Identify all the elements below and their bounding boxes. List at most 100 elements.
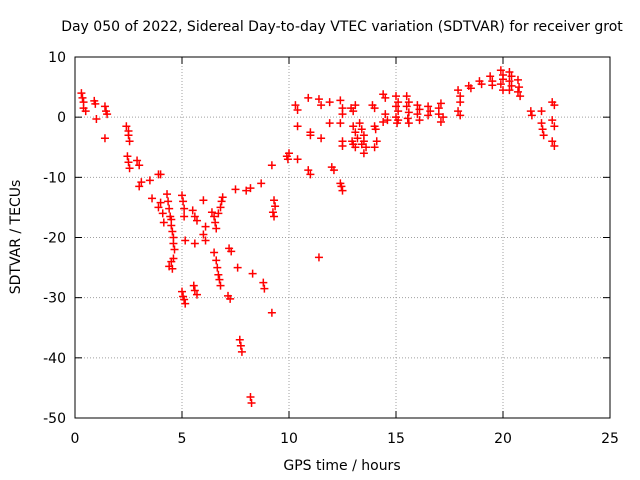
data-point [199,230,208,239]
data-point [537,119,546,128]
data-point [283,155,292,164]
data-point [285,149,293,158]
data-point [306,131,315,140]
data-point [349,107,358,116]
data-point [103,110,112,119]
data-point [201,236,210,245]
data-point [231,185,240,194]
data-point [336,96,345,105]
data-point [351,101,360,110]
data-point [169,254,178,263]
data-point [236,341,245,350]
data-point [394,98,403,107]
data-point [486,72,495,81]
data-point [178,191,186,200]
data-point [213,263,222,272]
data-point [539,131,548,140]
data-point [537,107,546,116]
data-point [329,166,338,175]
data-point [154,203,163,212]
data-point [159,218,168,227]
data-point [477,80,486,89]
data-point [351,128,360,137]
y-tick-label: -10 [43,170,66,186]
data-point [383,116,392,125]
data-point [392,102,400,111]
data-point [135,182,144,191]
data-point [538,125,547,134]
data-point [100,134,109,143]
data-point [548,116,557,125]
data-point [180,212,189,221]
data-point [267,161,276,170]
data-point [167,221,176,230]
data-point [413,110,422,119]
data-point [201,222,210,231]
data-point [242,186,251,195]
data-point [291,101,300,110]
data-point [325,119,334,128]
data-point [351,143,360,152]
data-point [436,99,445,108]
data-point [454,86,463,95]
data-point [125,164,134,173]
y-tick-label: -50 [43,411,66,427]
data-point [527,111,536,120]
data-point [212,224,221,233]
data-point [436,117,445,126]
data-point [337,182,346,191]
data-point [550,101,559,110]
data-point [247,398,256,407]
data-point [226,294,235,303]
data-point [466,84,475,93]
data-point [199,196,208,205]
data-point [246,184,255,193]
data-point [499,75,507,84]
data-point [190,286,199,295]
data-point [424,102,433,111]
data-point [293,155,302,164]
chart-title: Day 050 of 2022, Sidereal Day-to-day VTE… [61,19,623,35]
data-point [216,203,225,212]
data-point [370,104,379,113]
data-point [550,142,559,151]
data-point [163,190,172,199]
data-point [392,92,400,101]
x-tick-label: 20 [494,431,512,447]
y-axis-ticks: -50 -40 -30 -20 -10 0 10 [43,50,610,427]
data-point [415,116,424,125]
y-tick-label: -40 [43,351,66,367]
data-point [550,122,559,131]
data-point [317,134,326,143]
data-point [306,170,315,179]
data-point [148,194,157,203]
data-point [268,208,277,217]
data-point [123,152,132,161]
data-point [267,308,276,317]
data-point [235,335,244,344]
x-tick-label: 5 [178,431,187,447]
data-point [122,122,131,131]
data-point [181,236,190,245]
data-point [91,99,100,108]
data-point [353,134,362,143]
y-axis-label: SDTVAR / TECUs [8,180,24,295]
data-point [165,204,174,213]
data-point [513,87,522,96]
data-point [215,275,224,284]
data-point [92,114,101,123]
data-point [212,256,221,265]
data-point [338,110,347,119]
data-point [293,122,302,131]
data-point [357,140,366,149]
data-point [526,107,535,116]
data-point [548,137,557,146]
data-point [270,212,279,221]
data-point [78,93,87,102]
data-point [304,166,313,175]
y-tick-label: -30 [43,291,66,307]
y-tick-label: 10 [48,50,66,66]
data-point [404,119,413,128]
data-point [257,179,266,188]
